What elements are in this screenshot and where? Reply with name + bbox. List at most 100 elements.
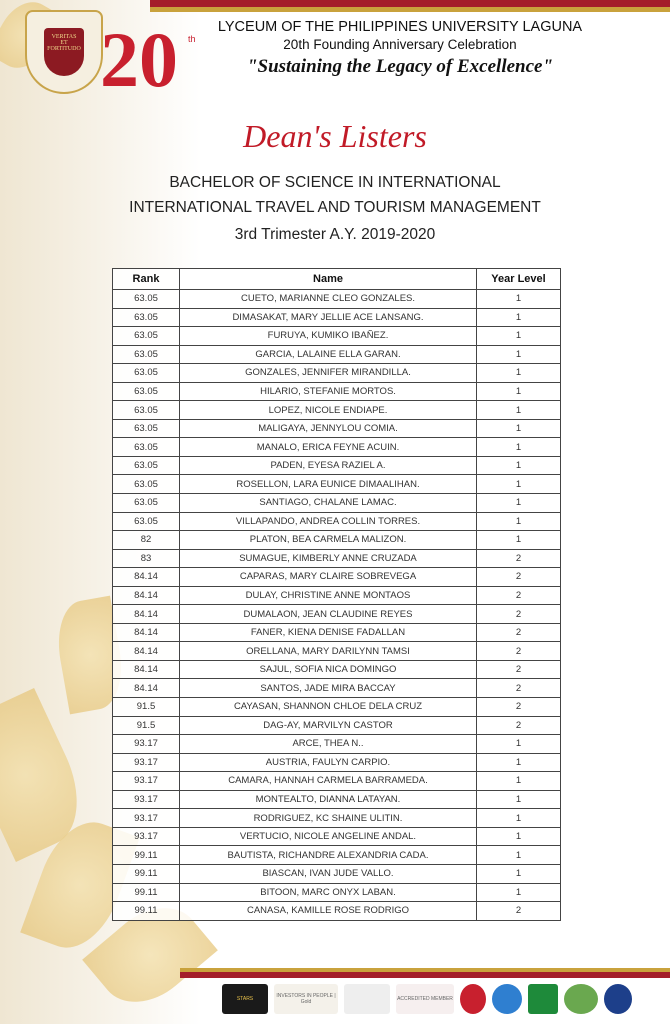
year-level-cell: 2: [476, 901, 561, 921]
rank-cell: 63.05: [112, 307, 180, 328]
bottom-ribbon: [180, 968, 670, 978]
partner-logo-1: [460, 984, 486, 1014]
table-row: 63.05 GONZALES, JENNIFER MIRANDILLA. 1: [112, 363, 561, 383]
name-cell: SANTIAGO, CHALANE LAMAC.: [179, 493, 477, 513]
university-name: LYCEUM OF THE PHILIPPINES UNIVERSITY LAG…: [217, 19, 583, 35]
rank-cell: 93.17: [112, 826, 180, 847]
table-row: 93.17 VERTUCIO, NICOLE ANGELINE ANDAL. 1: [112, 826, 561, 847]
name-cell: ORELLANA, MARY DARILYNN TAMSI: [179, 641, 477, 661]
term: 3rd Trimester A.Y. 2019-2020: [234, 226, 436, 243]
page-title: Dean's Listers: [243, 118, 427, 154]
year-level-cell: 1: [476, 381, 561, 402]
rank-cell: 99.11: [112, 901, 180, 921]
iso-certification-logo: [344, 984, 390, 1014]
name-cell: ARCE, THEA N..: [179, 734, 477, 754]
year-level-cell: 1: [476, 307, 561, 328]
name-cell: HILARIO, STEFANIE MORTOS.: [179, 381, 477, 402]
rank-cell: 83: [112, 548, 180, 569]
year-level-cell: 1: [476, 474, 561, 495]
year-level-cell: 2: [476, 697, 561, 717]
name-cell: ROSELLON, LARA EUNICE DIMAALIHAN.: [179, 474, 477, 495]
name-cell: CAPARAS, MARY CLAIRE SOBREVEGA: [179, 567, 477, 587]
name-cell: MALIGAYA, JENNYLOU COMIA.: [179, 418, 477, 439]
table-row: 99.11 BITOON, MARC ONYX LABAN. 1: [112, 882, 561, 903]
year-level-cell: 2: [476, 659, 561, 680]
table-row: 84.14 SANTOS, JADE MIRA BACCAY 2: [112, 678, 561, 699]
rank-cell: 84.14: [112, 622, 180, 643]
rank-cell: 93.17: [112, 771, 180, 791]
university-seal-logo: VERITAS ET FORTITUDO: [25, 10, 103, 94]
table-row: 84.14 CAPARAS, MARY CLAIRE SOBREVEGA 2: [112, 567, 561, 587]
table-row: 84.14 DUMALAON, JEAN CLAUDINE REYES 2: [112, 604, 561, 624]
name-cell: VERTUCIO, NICOLE ANGELINE ANDAL.: [179, 826, 477, 847]
year-level-cell: 1: [476, 845, 561, 865]
deans-list-table: Rank Name Year Level 63.05 CUETO, MARIANN…: [112, 268, 561, 921]
table-row: 93.17 ARCE, THEA N.. 1: [112, 734, 561, 754]
name-cell: CAMARA, HANNAH CARMELA BARRAMEDA.: [179, 771, 477, 791]
year-level-cell: 1: [476, 418, 561, 439]
anniversary-suffix: th: [188, 34, 196, 44]
year-level-cell: 2: [476, 622, 561, 643]
table-row: 63.05 VILLAPANDO, ANDREA COLLIN TORRES. 1: [112, 511, 561, 532]
rank-cell: 63.05: [112, 474, 180, 495]
table-row: 63.05 LOPEZ, NICOLE ENDIAPE. 1: [112, 400, 561, 420]
year-level-cell: 1: [476, 289, 561, 309]
rank-cell: 84.14: [112, 641, 180, 661]
rank-cell: 93.17: [112, 734, 180, 754]
rank-cell: 84.14: [112, 678, 180, 699]
name-cell: FANER, KIENA DENISE FADALLAN: [179, 622, 477, 643]
partner-logo-4: [564, 984, 598, 1014]
year-level-cell: 1: [476, 771, 561, 791]
partner-logo-3: [528, 984, 558, 1014]
table-row: 63.05 HILARIO, STEFANIE MORTOS. 1: [112, 381, 561, 402]
column-header-rank: Rank: [112, 268, 180, 290]
table-row: 93.17 RODRIGUEZ, KC SHAINE ULITIN. 1: [112, 808, 561, 828]
name-cell: MONTEALTO, DIANNA LATAYAN.: [179, 789, 477, 810]
rank-cell: 91.5: [112, 697, 180, 717]
year-level-cell: 1: [476, 863, 561, 884]
year-level-cell: 2: [476, 585, 561, 606]
table-row: 84.14 DULAY, CHRISTINE ANNE MONTAOS 2: [112, 585, 561, 606]
year-level-cell: 2: [476, 678, 561, 699]
rank-cell: 63.05: [112, 437, 180, 457]
rank-cell: 91.5: [112, 715, 180, 736]
accredited-member-logo: ACCREDITED MEMBER: [396, 984, 454, 1014]
name-cell: BIASCAN, IVAN JUDE VALLO.: [179, 863, 477, 884]
year-level-cell: 2: [476, 641, 561, 661]
rank-cell: 63.05: [112, 455, 180, 476]
table-row: 63.05 ROSELLON, LARA EUNICE DIMAALIHAN. 1: [112, 474, 561, 495]
name-cell: CANASA, KAMILLE ROSE RODRIGO: [179, 901, 477, 921]
table-row: 93.17 CAMARA, HANNAH CARMELA BARRAMEDA. 1: [112, 771, 561, 791]
table-row: 99.11 BIASCAN, IVAN JUDE VALLO. 1: [112, 863, 561, 884]
year-level-cell: 2: [476, 715, 561, 736]
table-row: 82 PLATON, BEA CARMELA MALIZON. 1: [112, 530, 561, 550]
celebration-title: 20th Founding Anniversary Celebration: [283, 37, 517, 52]
rank-cell: 84.14: [112, 567, 180, 587]
table-row: 84.14 SAJUL, SOFIA NICA DOMINGO 2: [112, 659, 561, 680]
program-line-1: BACHELOR OF SCIENCE IN INTERNATIONAL: [169, 174, 501, 191]
year-level-cell: 1: [476, 734, 561, 754]
year-level-cell: 1: [476, 826, 561, 847]
name-cell: DAG-AY, MARVILYN CASTOR: [179, 715, 477, 736]
partner-logo-2: [492, 984, 522, 1014]
year-level-cell: 2: [476, 548, 561, 569]
table-row: 63.05 MALIGAYA, JENNYLOU COMIA. 1: [112, 418, 561, 439]
name-cell: SAJUL, SOFIA NICA DOMINGO: [179, 659, 477, 680]
name-cell: BITOON, MARC ONYX LABAN.: [179, 882, 477, 903]
rank-cell: 63.05: [112, 511, 180, 532]
table-row: 84.14 FANER, KIENA DENISE FADALLAN 2: [112, 622, 561, 643]
year-level-cell: 2: [476, 567, 561, 587]
name-cell: PADEN, EYESA RAZIEL A.: [179, 455, 477, 476]
name-cell: AUSTRIA, FAULYN CARPIO.: [179, 752, 477, 773]
year-level-cell: 1: [476, 808, 561, 828]
name-cell: CAYASAN, SHANNON CHLOE DELA CRUZ: [179, 697, 477, 717]
table-row: 84.14 ORELLANA, MARY DARILYNN TAMSI 2: [112, 641, 561, 661]
column-header-year-level: Year Level: [476, 268, 561, 290]
year-level-cell: 1: [476, 326, 561, 346]
rank-cell: 93.17: [112, 789, 180, 810]
table-header-row: Rank Name Year Level: [112, 268, 561, 290]
name-cell: MANALO, ERICA FEYNE ACUIN.: [179, 437, 477, 457]
name-cell: SUMAGUE, KIMBERLY ANNE CRUZADA: [179, 548, 477, 569]
year-level-cell: 1: [476, 437, 561, 457]
rank-cell: 93.17: [112, 808, 180, 828]
